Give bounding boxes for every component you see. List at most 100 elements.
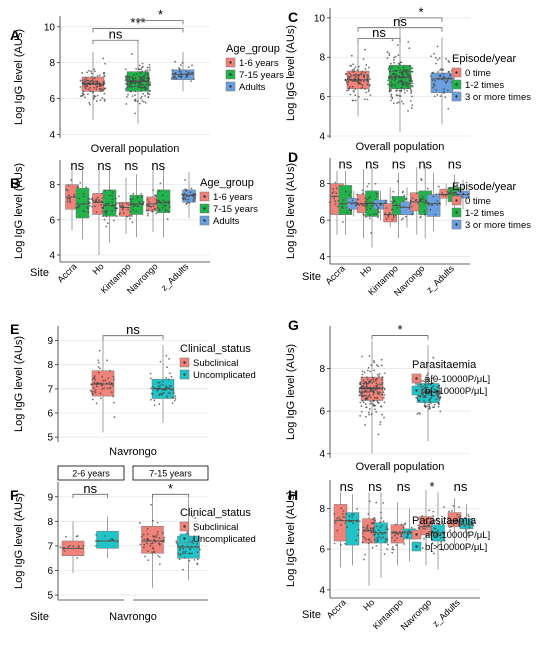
data-point [112,395,115,398]
data-point [365,383,368,386]
data-point [196,562,199,565]
data-point [128,214,131,217]
data-point [149,377,152,380]
data-point [453,191,456,194]
box-1 [94,516,119,559]
data-point [165,395,168,398]
data-point [95,211,98,214]
data-point [356,202,358,205]
data-point [95,533,97,536]
data-point [442,506,445,509]
data-point [372,522,375,525]
x-axis-title: Overall population [91,143,180,155]
legend-title: Episode/year [452,181,517,193]
data-point [435,88,438,91]
data-point [428,391,431,393]
x-category-label: z_Adults [430,597,462,629]
box-8 [447,498,462,546]
data-point [186,72,189,75]
data-point [391,65,393,68]
data-point [435,398,438,401]
data-point [403,68,406,71]
data-point [144,70,147,72]
data-point [360,79,362,82]
legend-swatch-point [229,73,232,76]
data-point [461,195,464,198]
data-point [410,526,413,529]
data-point [377,210,380,212]
data-point [456,520,459,523]
data-point [431,79,434,82]
data-point [145,204,148,207]
data-point [199,548,201,551]
data-point [423,380,425,383]
data-point [396,89,398,92]
data-point [84,87,87,90]
panel-letter: D [288,149,298,165]
data-point [166,366,168,369]
data-point [122,208,124,211]
data-point [149,398,152,401]
data-point [191,552,193,555]
data-point [349,75,352,78]
significance-label: ns [109,27,123,42]
significance-label: ns [454,479,468,494]
data-point [402,66,405,68]
data-point [187,198,190,201]
data-point [380,364,383,367]
data-point [109,189,111,192]
data-point [424,402,427,405]
data-point [467,531,470,534]
data-point [402,526,405,529]
data-point [417,526,420,529]
data-point [138,201,141,204]
data-point [72,545,75,548]
data-point [363,536,366,539]
data-point [399,77,402,80]
data-point [462,193,465,195]
box-3 [101,168,118,243]
data-point [437,544,440,547]
data-point [355,75,357,78]
panel-letter: A [10,27,20,43]
data-point [159,202,162,204]
data-point [97,201,100,204]
data-point [365,415,367,418]
significance-label: ns [97,158,111,173]
data-point [357,198,360,201]
data-point [436,200,439,202]
data-point [98,199,100,202]
data-point [114,197,117,200]
data-point [424,376,427,379]
data-point [358,79,361,81]
data-point [367,80,369,83]
data-point [151,392,153,395]
data-point [85,186,88,189]
data-point [402,102,405,105]
y-tick-label: 4 [319,252,325,263]
data-point [442,68,445,71]
data-point [345,73,347,76]
data-point [370,413,373,415]
data-point [75,206,77,209]
data-point [131,95,134,98]
data-point [117,195,120,198]
data-point [380,511,382,514]
data-point [111,198,114,201]
data-point [357,534,359,537]
data-point [437,395,440,398]
data-point [348,76,351,79]
data-point [371,546,374,549]
data-point [90,79,93,82]
data-point [430,396,433,399]
data-point [438,523,441,526]
panel-letter: E [10,321,19,337]
data-point [137,195,140,198]
data-point [380,383,383,386]
data-point [94,83,97,85]
data-point [388,52,390,55]
data-point [84,96,86,99]
legend-swatch-point [183,537,186,540]
data-point [118,202,120,205]
data-point [388,54,391,57]
